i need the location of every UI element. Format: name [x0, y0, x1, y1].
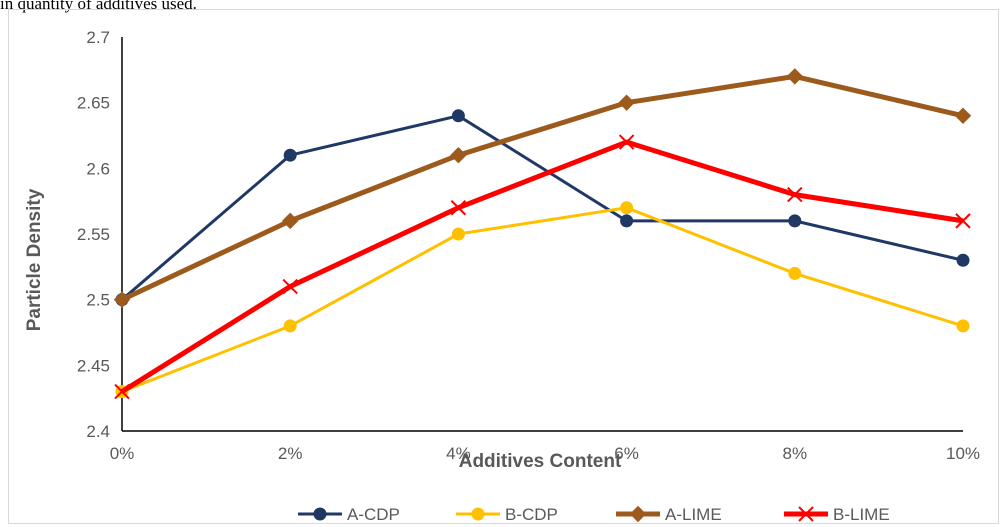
- x-tick-label: 4%: [446, 444, 471, 463]
- data-point: [450, 146, 467, 164]
- y-tick-label: 2.7: [86, 28, 110, 47]
- legend-item-a-cdp: A-CDP: [298, 505, 400, 524]
- data-point: [282, 278, 298, 295]
- legend: A-CDP B-CDP A-LIME B-LIME: [298, 505, 890, 524]
- data-point: [283, 148, 297, 162]
- series-b-lime: [114, 134, 971, 400]
- x-tick-label: 6%: [614, 444, 639, 463]
- data-point-stroke: [282, 278, 298, 295]
- data-point-stroke: [618, 134, 635, 150]
- data-point: [114, 383, 130, 400]
- chart-frame: [8, 9, 999, 524]
- series-layer: [113, 68, 972, 400]
- data-point: [618, 94, 635, 111]
- data-point: [113, 291, 131, 308]
- y-tick-label: 2.55: [77, 225, 110, 244]
- axes: [121, 37, 963, 432]
- data-point: [281, 212, 299, 230]
- data-point: [451, 227, 465, 241]
- y-tick-label: 2.65: [77, 94, 110, 113]
- data-point-stroke: [787, 186, 803, 203]
- y-axis-ticks: 2.4 2.45 2.5 2.55 2.6 2.65 2.7: [77, 28, 110, 441]
- series-line: [121, 206, 964, 393]
- series-a-cdp: [115, 109, 970, 307]
- data-point: [620, 214, 634, 228]
- data-point: [618, 134, 635, 150]
- series-a-lime: [113, 68, 972, 308]
- legend-label: A-CDP: [347, 505, 400, 524]
- x-tick-label: 10%: [946, 444, 980, 463]
- data-point-stroke: [450, 200, 467, 216]
- legend-label: A-LIME: [665, 505, 722, 524]
- x-axis-title: Additives Content: [459, 451, 622, 472]
- y-tick-label: 2.45: [77, 356, 110, 375]
- data-point: [798, 506, 814, 522]
- data-point-stroke: [955, 213, 971, 229]
- data-point: [620, 201, 634, 215]
- series-line: [121, 114, 964, 301]
- data-point: [955, 213, 971, 229]
- legend-item-b-lime: B-LIME: [784, 505, 890, 524]
- data-point: [786, 68, 804, 85]
- legend-item-b-cdp: B-CDP: [456, 505, 558, 524]
- x-tick-label: 8%: [783, 444, 808, 463]
- y-axis-title: Particle Density: [24, 188, 45, 331]
- series-line: [120, 73, 964, 302]
- x-axis-ticks: 0% 2% 4% 6% 8% 10%: [110, 444, 980, 463]
- data-point: [787, 186, 803, 203]
- data-point: [283, 319, 297, 333]
- data-point: [313, 507, 327, 521]
- data-point: [788, 266, 802, 280]
- data-point-stroke: [798, 506, 814, 522]
- data-point: [788, 214, 802, 228]
- series-line: [120, 139, 964, 394]
- y-tick-label: 2.5: [86, 291, 110, 310]
- legend-item-a-lime: A-LIME: [616, 505, 722, 524]
- data-point: [956, 253, 970, 267]
- data-point: [451, 109, 465, 123]
- y-tick-label: 2.4: [86, 422, 110, 441]
- data-point-stroke: [114, 383, 130, 400]
- data-point: [629, 505, 647, 523]
- data-point: [471, 507, 485, 521]
- data-point: [956, 319, 970, 333]
- data-point: [450, 200, 467, 216]
- x-tick-label: 2%: [278, 444, 303, 463]
- legend-label: B-LIME: [833, 505, 890, 524]
- x-tick-label: 0%: [110, 444, 135, 463]
- data-point: [954, 107, 972, 125]
- legend-label: B-CDP: [505, 505, 558, 524]
- y-tick-label: 2.6: [86, 159, 110, 178]
